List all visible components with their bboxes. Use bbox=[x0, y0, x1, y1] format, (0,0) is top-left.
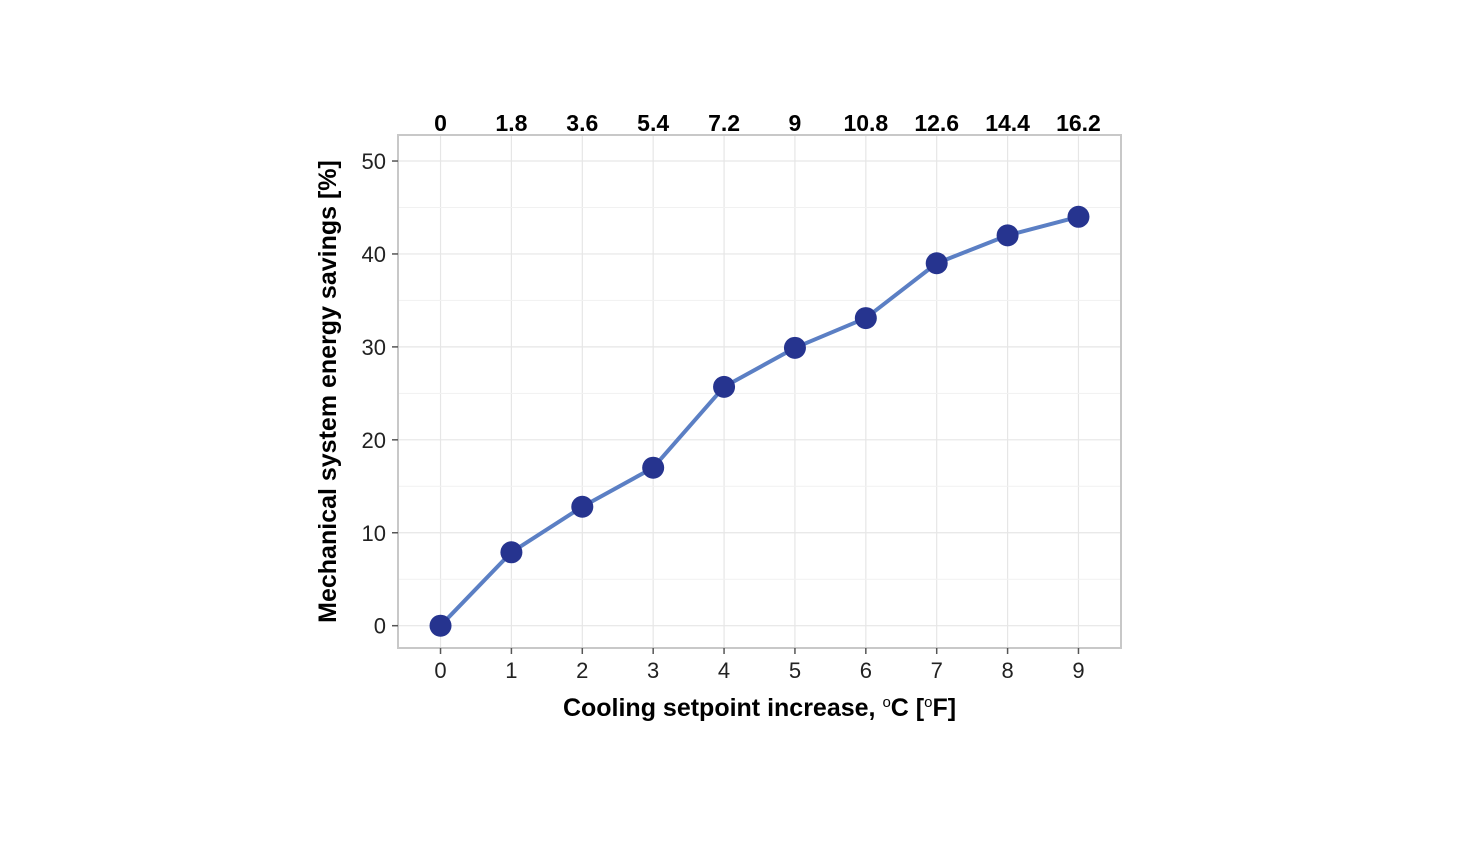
y-axis-title: Mechanical system energy savings [%] bbox=[314, 160, 342, 623]
data-point bbox=[429, 614, 452, 637]
x-top-tick-label: 7.2 bbox=[708, 110, 740, 136]
x-axis-title: Cooling setpoint increase, oC [oF] bbox=[563, 694, 956, 722]
x-tick-label: 7 bbox=[931, 658, 943, 683]
x-top-tick-label: 12.6 bbox=[914, 110, 959, 136]
x-tick-label: 8 bbox=[1001, 658, 1013, 683]
data-point bbox=[925, 252, 948, 275]
data-point bbox=[571, 495, 594, 518]
x-top-tick-label: 14.4 bbox=[985, 110, 1030, 136]
y-tick-label: 50 bbox=[362, 149, 386, 174]
x-top-tick-label: 3.6 bbox=[566, 110, 598, 136]
y-tick-label: 40 bbox=[362, 242, 386, 267]
x-top-tick-label: 5.4 bbox=[637, 110, 669, 136]
data-point bbox=[1067, 205, 1090, 228]
x-axis-title-unit-1: C [ bbox=[891, 694, 925, 722]
x-tick-label: 1 bbox=[505, 658, 517, 683]
x-axis-title-unit-2: F] bbox=[932, 694, 956, 722]
y-tick-label: 10 bbox=[362, 521, 386, 546]
x-tick-label: 4 bbox=[718, 658, 730, 683]
x-top-tick-label: 10.8 bbox=[843, 110, 888, 136]
data-point bbox=[854, 307, 877, 330]
axis-ticks bbox=[392, 160, 1080, 654]
y-tick-label: 20 bbox=[362, 428, 386, 453]
data-point bbox=[996, 224, 1019, 247]
x-top-tick-label: 16.2 bbox=[1056, 110, 1101, 136]
x-axis-title-sup-2: o bbox=[924, 694, 932, 711]
y-tick-label: 0 bbox=[374, 614, 386, 639]
x-top-tick-label: 9 bbox=[789, 110, 802, 136]
grid-lines bbox=[398, 135, 1121, 648]
x-tick-label: 2 bbox=[576, 658, 588, 683]
x-top-tick-label: 0 bbox=[434, 110, 447, 136]
x-top-tick-label: 1.8 bbox=[495, 110, 527, 136]
x-tick-label: 0 bbox=[434, 658, 446, 683]
x-tick-label: 3 bbox=[647, 658, 659, 683]
x-axis-title-main: Cooling setpoint increase, bbox=[563, 694, 883, 722]
x-tick-label: 9 bbox=[1072, 658, 1084, 683]
series-savings bbox=[429, 205, 1090, 637]
plot-border bbox=[397, 134, 1122, 649]
x-axis-title-sup-1: o bbox=[882, 694, 890, 711]
series-line bbox=[439, 214, 1079, 628]
tick-labels: 0 0 1 1.8 2 3.6 3 5.4 4 7.2 5 9 6 10.8 7 12.6 8 14.4 9 16.2… bbox=[362, 110, 1101, 683]
data-point bbox=[500, 541, 523, 564]
data-point bbox=[783, 336, 806, 359]
y-tick-label: 30 bbox=[362, 335, 386, 360]
x-tick-label: 5 bbox=[789, 658, 801, 683]
data-point bbox=[713, 375, 736, 398]
data-point bbox=[642, 456, 665, 479]
x-tick-label: 6 bbox=[860, 658, 872, 683]
